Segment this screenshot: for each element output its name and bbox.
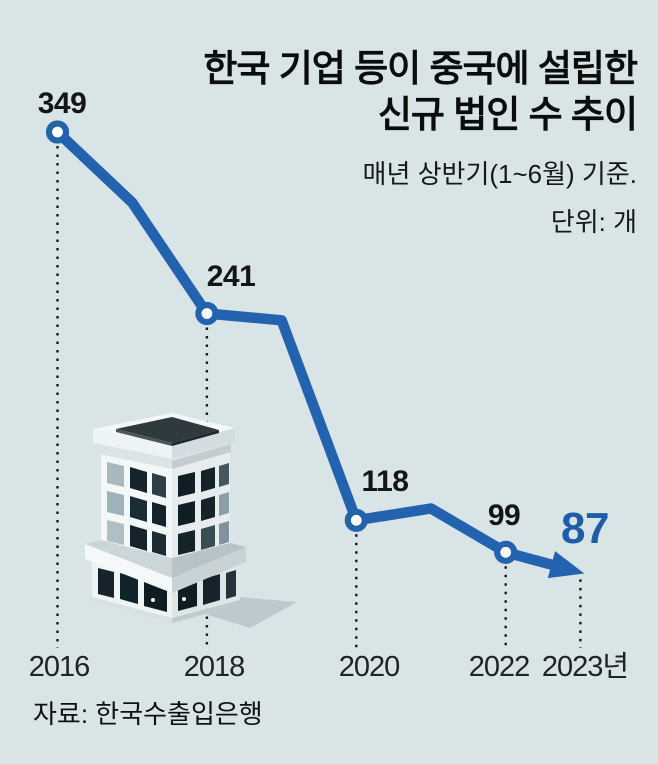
unit-label: 단위: 개 (550, 207, 637, 237)
building-roof (93, 413, 235, 469)
x-tick-2020: 2020 (338, 651, 401, 683)
source-note: 자료: 한국수출입은행 (33, 699, 263, 729)
chart-title-line-1: 한국 기업 등이 중국에 설립한 (203, 48, 638, 89)
trend-line (45, 120, 585, 579)
x-tick-2023: 2023년 (541, 651, 629, 683)
building-cornice (85, 540, 246, 593)
value-label-2016: 349 (37, 87, 87, 120)
x-tick-2018: 2018 (183, 651, 246, 683)
chart-title-line-2: 신규 법인 수 추이 (377, 94, 638, 135)
value-label-2018: 241 (206, 260, 256, 293)
value-label-2020: 118 (361, 465, 409, 498)
dashed-guides (56, 146, 582, 648)
x-tick-2022: 2022 (468, 651, 531, 683)
building-tower (101, 448, 230, 558)
chart-header: 한국 기업 등이 중국에 설립한 신규 법인 수 추이 매년 상반기(1~6월)… (203, 46, 638, 238)
x-tick-2016: 2016 (28, 651, 91, 683)
value-label-2023: 87 (561, 504, 609, 553)
value-label-2022: 99 (487, 499, 521, 532)
chart-subtitle: 매년 상반기(1~6월) 기준. (362, 159, 637, 189)
office-building-illustration (85, 413, 297, 628)
